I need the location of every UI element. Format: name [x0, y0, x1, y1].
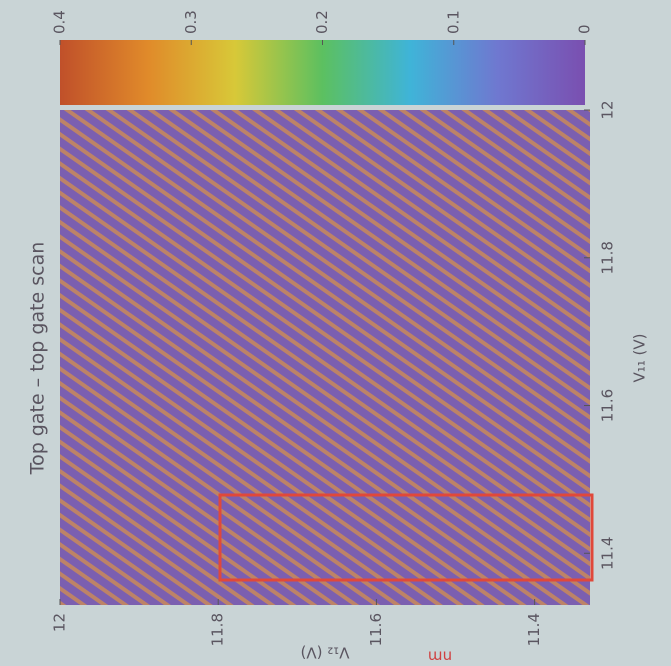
colorbar-tick-label: 0 [576, 24, 594, 34]
annotation: nm [428, 648, 452, 666]
y-tick-label: 11.6 [367, 613, 385, 646]
colorbar [60, 40, 585, 105]
x-tick-label: 12 [599, 100, 617, 119]
y-tick-label: 12 [51, 613, 69, 632]
x-axis-label: V₁₁ (V) [631, 333, 649, 382]
rotated-figure: Top gate – top gate scan V₁₁ (V) V₁₂ (V)… [27, 10, 649, 665]
y-axis-label: V₁₂ (V) [300, 644, 349, 662]
x-tick-label: 11.4 [599, 537, 617, 570]
y-tick-label: 11.4 [525, 613, 543, 646]
colorbar-tick-label: 0.1 [444, 10, 462, 34]
highlight-box [218, 493, 594, 582]
colorbar-tick-label: 0.2 [313, 10, 331, 34]
chart-title: Top gate – top gate scan [27, 242, 49, 476]
y-tick-label: 11.8 [209, 613, 227, 646]
colorbar-tick-label: 0.3 [182, 10, 200, 34]
heatmap [60, 110, 590, 605]
x-tick-label: 11.6 [599, 389, 617, 422]
x-tick-label: 11.8 [599, 241, 617, 274]
colorbar-tick-label: 0.4 [51, 10, 69, 34]
